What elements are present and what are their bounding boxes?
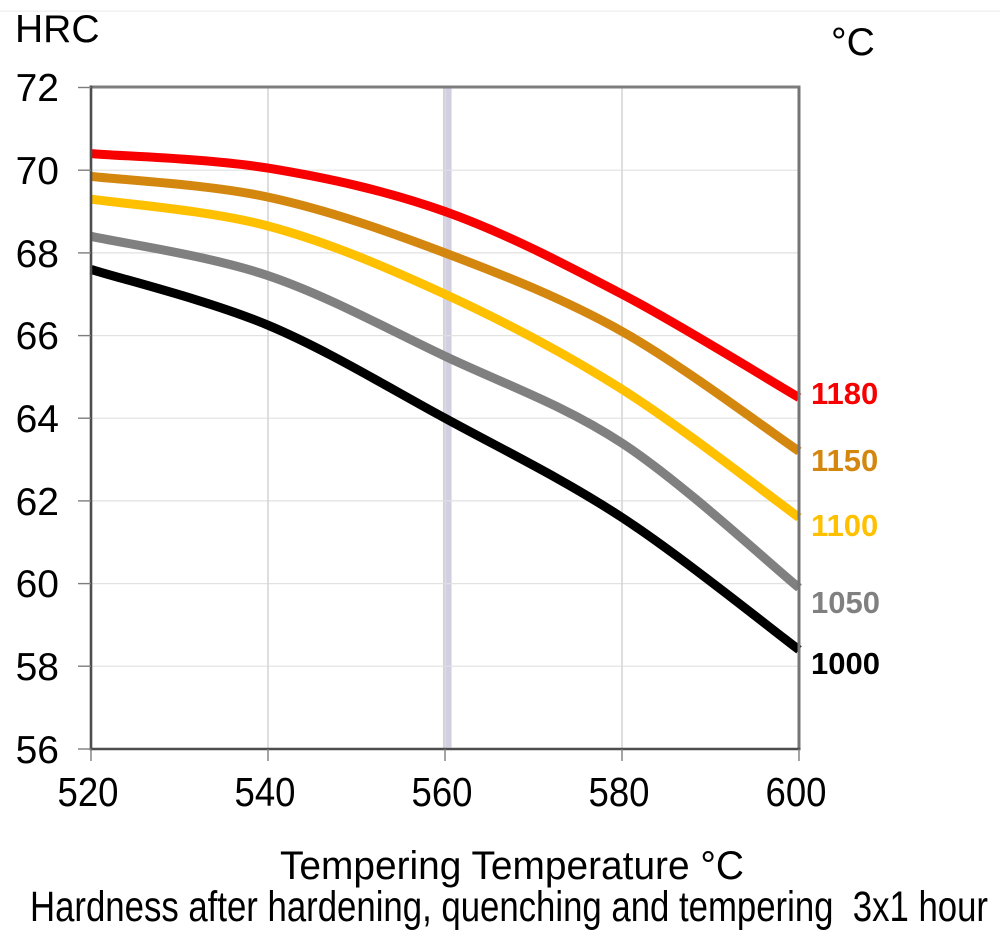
svg-text:520: 520 [58,769,119,815]
svg-text:600: 600 [766,769,827,815]
svg-text:70: 70 [16,150,59,193]
svg-text:1100: 1100 [811,508,878,543]
svg-text:64: 64 [16,398,59,441]
svg-text:Tempering Temperature °C: Tempering Temperature °C [280,844,744,888]
svg-text:68: 68 [16,233,59,276]
svg-text:HRC: HRC [15,8,100,51]
svg-text:1180: 1180 [811,376,878,411]
svg-text:1050: 1050 [811,585,880,620]
svg-text:°C: °C [831,21,875,64]
svg-text:540: 540 [235,769,296,815]
svg-text:60: 60 [16,563,59,606]
svg-text:58: 58 [16,646,59,689]
svg-text:62: 62 [16,481,59,524]
svg-text:66: 66 [16,315,59,358]
svg-text:1000: 1000 [811,646,880,681]
svg-text:Hardness after hardening, quen: Hardness after hardening, quenching and … [30,883,988,931]
svg-text:72: 72 [16,67,59,110]
svg-text:580: 580 [589,769,650,815]
svg-text:56: 56 [16,729,59,772]
svg-text:1150: 1150 [811,443,878,478]
svg-text:560: 560 [412,769,473,815]
